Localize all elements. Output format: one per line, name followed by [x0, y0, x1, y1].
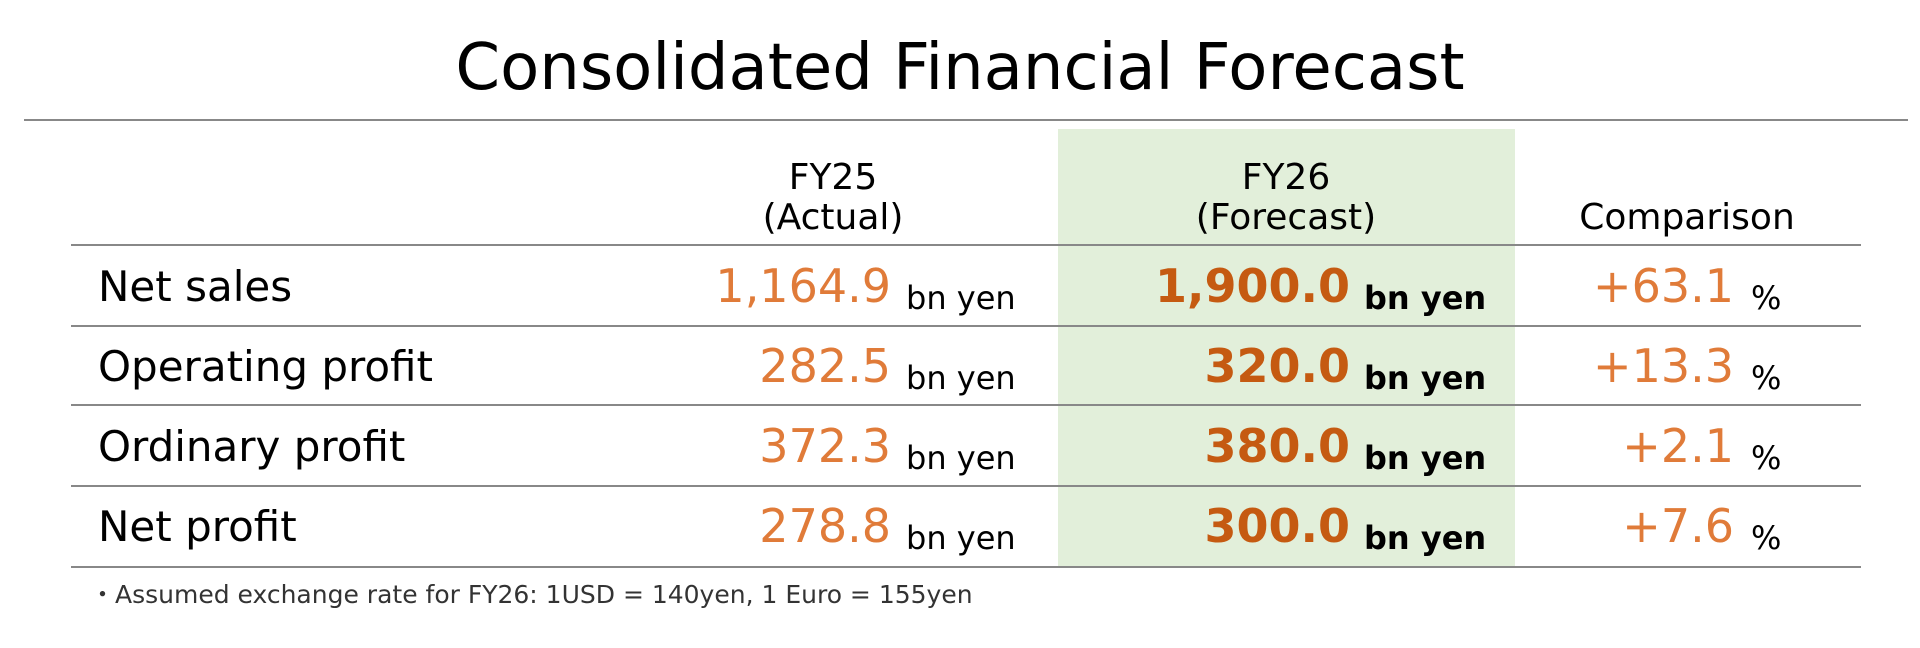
- comparison-value: +2.1: [1622, 419, 1734, 473]
- actual-unit: bn yen: [906, 279, 1016, 317]
- header-rule: [71, 244, 1861, 246]
- comparison-value: +7.6: [1622, 499, 1734, 553]
- comparison-value: +13.3: [1593, 339, 1734, 393]
- row-label: Operating profit: [98, 342, 433, 391]
- comparison-unit: %: [1751, 519, 1782, 557]
- row-rule: [71, 404, 1861, 406]
- column-header: FY26: [1241, 157, 1331, 198]
- forecast-value: 1,900.0: [1155, 259, 1350, 313]
- actual-value: 1,164.9: [715, 259, 891, 313]
- row-label: Net profit: [98, 502, 297, 551]
- forecast-unit: bn yen: [1364, 279, 1487, 317]
- column-header: (Actual): [762, 197, 904, 238]
- forecast-unit: bn yen: [1364, 359, 1487, 397]
- actual-unit: bn yen: [906, 519, 1016, 557]
- title: Consolidated Financial Forecast: [455, 31, 1465, 105]
- footnote: ・Assumed exchange rate for FY26: 1USD = …: [90, 580, 973, 609]
- actual-value: 282.5: [759, 339, 891, 393]
- row-rule: [71, 485, 1861, 487]
- forecast-column-bg: [1058, 129, 1515, 567]
- forecast-value: 300.0: [1204, 499, 1350, 553]
- column-header: (Forecast): [1195, 197, 1377, 238]
- comparison-value: +63.1: [1593, 259, 1734, 313]
- title-rule: [24, 119, 1908, 121]
- comparison-unit: %: [1751, 279, 1782, 317]
- forecast-unit: bn yen: [1364, 519, 1487, 557]
- column-header: Comparison: [1579, 197, 1795, 238]
- actual-unit: bn yen: [906, 439, 1016, 477]
- row-label: Net sales: [98, 262, 293, 311]
- comparison-unit: %: [1751, 359, 1782, 397]
- forecast-unit: bn yen: [1364, 439, 1487, 477]
- row-rule: [71, 325, 1861, 327]
- forecast-value: 380.0: [1204, 419, 1350, 473]
- actual-unit: bn yen: [906, 359, 1016, 397]
- row-rule: [71, 566, 1861, 568]
- comparison-unit: %: [1751, 439, 1782, 477]
- forecast-value: 320.0: [1204, 339, 1350, 393]
- column-header: FY25: [788, 157, 878, 198]
- actual-value: 372.3: [759, 419, 891, 473]
- row-label: Ordinary profit: [98, 422, 406, 471]
- actual-value: 278.8: [759, 499, 891, 553]
